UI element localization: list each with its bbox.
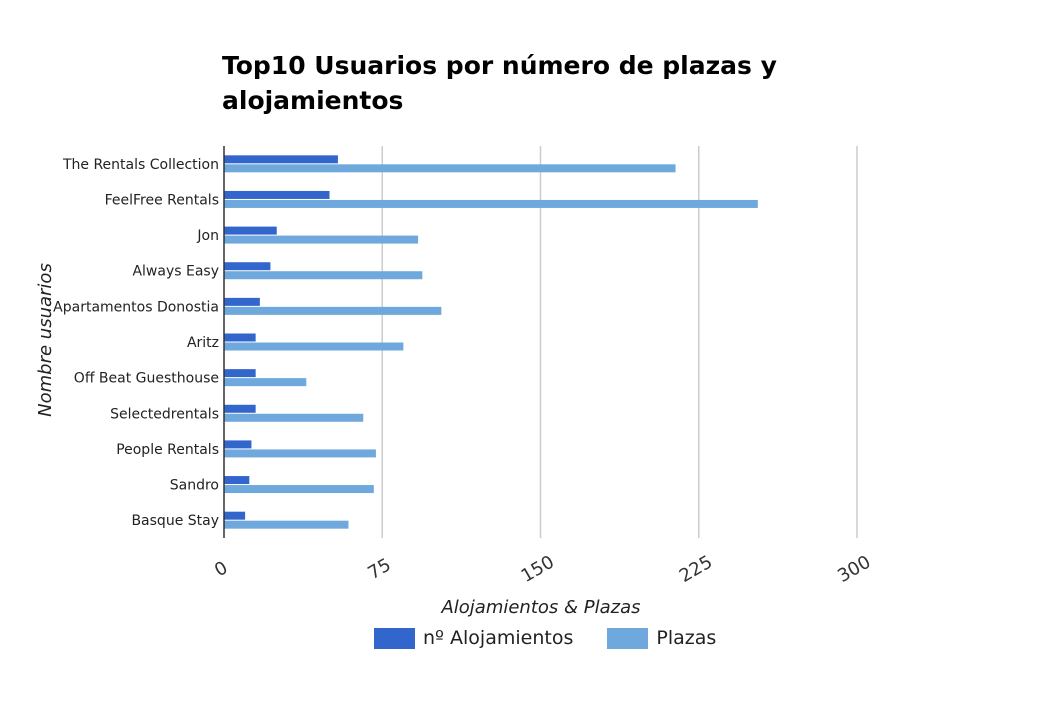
category-label: FeelFree Rentals [105, 192, 219, 208]
bar-alojamientos[interactable] [224, 155, 338, 164]
x-tick-label: 0 [211, 557, 231, 581]
bar-plazas[interactable] [224, 306, 442, 315]
grid-lines [381, 146, 858, 538]
bar-alojamientos[interactable] [224, 511, 246, 520]
bar-alojamientos[interactable] [224, 226, 277, 235]
bar-plazas[interactable] [224, 413, 364, 422]
category-label: Selectedrentals [110, 406, 219, 422]
bar-plazas[interactable] [224, 378, 307, 387]
bar-alojamientos[interactable] [224, 369, 256, 378]
legend-label-plazas: Plazas [656, 627, 717, 649]
category-label: Always Easy [132, 264, 219, 280]
x-tick-labels: 0 75 150 225 300 [211, 552, 874, 587]
bar-alojamientos[interactable] [224, 297, 260, 306]
bar-alojamientos[interactable] [224, 440, 252, 449]
bar-alojamientos[interactable] [224, 404, 256, 413]
bar-plazas[interactable] [224, 342, 404, 351]
bar-alojamientos[interactable] [224, 190, 330, 199]
bar-plazas[interactable] [224, 520, 349, 529]
bar-plazas[interactable] [224, 449, 376, 458]
legend-swatch-plazas [607, 627, 649, 649]
chart-title: Top10 Usuarios por número de plazas y al… [222, 51, 777, 115]
category-label: Basque Stay [131, 513, 219, 529]
bar-plazas[interactable] [224, 164, 676, 173]
category-labels: The Rentals Collection FeelFree Rentals Jo… [53, 157, 219, 529]
category-label: Off Beat Guesthouse [74, 371, 219, 387]
category-label: Apartamentos Donostia [53, 299, 219, 315]
bar-alojamientos[interactable] [224, 262, 271, 271]
bar-alojamientos[interactable] [224, 476, 250, 485]
x-tick-label: 150 [518, 552, 558, 587]
bar-plazas[interactable] [224, 485, 374, 494]
x-axis-title: Alojamientos & Plazas [440, 597, 640, 618]
bar-alojamientos[interactable] [224, 333, 256, 342]
x-tick-label: 225 [676, 552, 716, 587]
legend-item-plazas[interactable]: Plazas [607, 627, 716, 649]
x-tick-label: 300 [834, 552, 874, 587]
legend: nº Alojamientos Plazas [374, 627, 750, 649]
legend-swatch-alojamientos [374, 627, 415, 649]
bar-plazas[interactable] [224, 271, 423, 280]
category-label: People Rentals [116, 442, 219, 458]
bars [224, 155, 758, 529]
legend-item-alojamientos[interactable]: nº Alojamientos [374, 627, 573, 649]
bar-plazas[interactable] [224, 235, 419, 244]
category-label: Aritz [187, 335, 219, 351]
bar-plazas[interactable] [224, 199, 758, 208]
category-label: The Rentals Collection [62, 157, 219, 173]
x-tick-label: 75 [364, 554, 394, 584]
legend-label-alojamientos: nº Alojamientos [423, 627, 574, 649]
y-axis-title: Nombre usuarios [35, 263, 56, 417]
category-label: Jon [196, 228, 219, 244]
category-label: Sandro [170, 478, 219, 494]
